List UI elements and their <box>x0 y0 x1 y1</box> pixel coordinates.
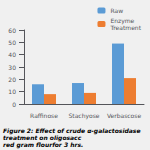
svg-text:treatment on oligosacc: treatment on oligosacc <box>3 134 82 141</box>
svg-text:Verbascose: Verbascose <box>107 112 142 119</box>
svg-text:Stachyose: Stachyose <box>69 112 100 120</box>
svg-text:10: 10 <box>8 88 16 95</box>
svg-text:50: 50 <box>8 39 16 46</box>
svg-text:Raw: Raw <box>110 7 123 14</box>
svg-text:Raffinose: Raffinose <box>30 112 58 119</box>
svg-text:Enzyme: Enzyme <box>110 17 135 24</box>
svg-text:20: 20 <box>8 76 16 83</box>
svg-text:0: 0 <box>12 101 16 108</box>
svg-text:red gram flourfor 3 hrs.: red gram flourfor 3 hrs. <box>3 141 83 149</box>
svg-text:60: 60 <box>8 27 16 34</box>
svg-text:Treatment: Treatment <box>109 24 141 31</box>
svg-text:Figure 2: Effect of crude α-ga: Figure 2: Effect of crude α-galactosidas… <box>3 127 143 134</box>
svg-text:30: 30 <box>8 64 16 71</box>
svg-text:40: 40 <box>8 51 16 58</box>
